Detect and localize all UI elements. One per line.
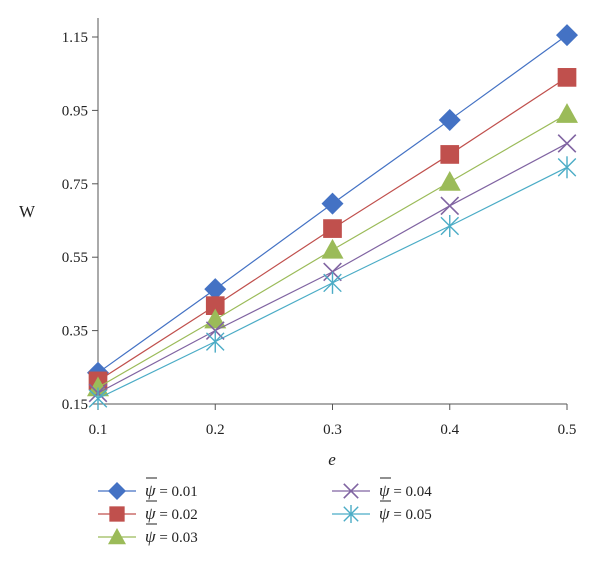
legend-psi-symbol: ψ <box>145 504 156 523</box>
y-axis-title: W <box>19 202 36 221</box>
data-point <box>440 196 460 216</box>
series-group <box>87 24 578 410</box>
legend-value-text: = 0.01 <box>156 484 198 500</box>
legend-psi-symbol: ψ <box>145 481 156 500</box>
x-tick-label: 0.1 <box>89 422 108 438</box>
x-tick-label: 0.5 <box>558 422 577 438</box>
x-tick-label: 0.3 <box>323 422 342 438</box>
legend-item: ψ = 0.01 <box>98 477 198 500</box>
series-line <box>97 142 568 394</box>
data-point <box>440 145 460 164</box>
x-marker-stroke <box>440 196 460 216</box>
x-axis-title: e <box>328 450 336 469</box>
legend-label: ψ = 0.03 <box>145 527 198 546</box>
legend-value-text: = 0.02 <box>156 507 198 523</box>
x-tick-label: 0.2 <box>206 422 225 438</box>
x-marker-stroke <box>557 134 577 153</box>
legend-marker <box>109 506 125 522</box>
legend-item: ψ = 0.03 <box>98 523 198 546</box>
series-2 <box>88 68 577 391</box>
legend-item: ψ = 0.05 <box>332 500 432 523</box>
legend-label: ψ = 0.02 <box>145 504 198 523</box>
series-5 <box>88 156 577 410</box>
legend-item: ψ = 0.02 <box>98 500 198 523</box>
data-point <box>323 271 342 294</box>
data-point <box>323 219 342 238</box>
legend-psi-symbol: ψ <box>379 504 390 523</box>
series-3 <box>87 103 578 397</box>
y-tick-label: 0.55 <box>62 250 88 266</box>
data-point <box>556 103 578 123</box>
data-point <box>205 296 225 315</box>
legend-marker <box>108 482 126 500</box>
data-point <box>88 387 108 410</box>
data-point <box>556 24 578 47</box>
series-4 <box>88 134 577 403</box>
axes: 0.15 0.35 0.55 0.75 0.95 1.15 0.1 0.2 0.3 0.4 0.5 W… <box>19 18 576 469</box>
data-point <box>204 278 227 301</box>
legend-label: ψ = 0.04 <box>379 481 432 500</box>
x-tick-label: 0.4 <box>440 422 459 438</box>
x-marker-stroke <box>343 483 359 499</box>
data-point <box>321 192 344 215</box>
legend-marker <box>343 505 359 523</box>
legend-marker <box>108 528 126 545</box>
y-tick-label: 0.95 <box>62 103 88 119</box>
y-tick-label: 0.75 <box>62 177 88 193</box>
data-point <box>557 68 577 87</box>
data-point <box>557 156 577 179</box>
legend-label: ψ = 0.01 <box>145 481 198 500</box>
legend-psi-symbol: ψ <box>145 527 156 546</box>
data-point <box>205 330 225 353</box>
legend-label: ψ = 0.05 <box>379 504 432 523</box>
data-point <box>321 238 344 259</box>
series-1 <box>87 24 578 384</box>
data-point <box>438 170 461 191</box>
legend-item: ψ = 0.04 <box>332 477 432 500</box>
data-point <box>438 108 461 131</box>
legend-psi-symbol: ψ <box>379 481 390 500</box>
data-point <box>204 308 227 329</box>
y-tick-label: 0.35 <box>62 324 88 340</box>
legend-value-text: = 0.04 <box>390 484 433 500</box>
data-point <box>440 215 460 238</box>
legend: ψ = 0.01ψ = 0.02ψ = 0.03ψ = 0.04ψ = 0.05 <box>98 477 432 546</box>
legend-marker <box>343 483 359 499</box>
y-tick-label: 0.15 <box>62 397 88 413</box>
legend-value-text: = 0.03 <box>156 530 198 546</box>
legend-value-text: = 0.05 <box>390 507 432 523</box>
data-point <box>87 376 109 397</box>
y-tick-label: 1.15 <box>62 30 88 46</box>
data-point <box>557 134 577 153</box>
